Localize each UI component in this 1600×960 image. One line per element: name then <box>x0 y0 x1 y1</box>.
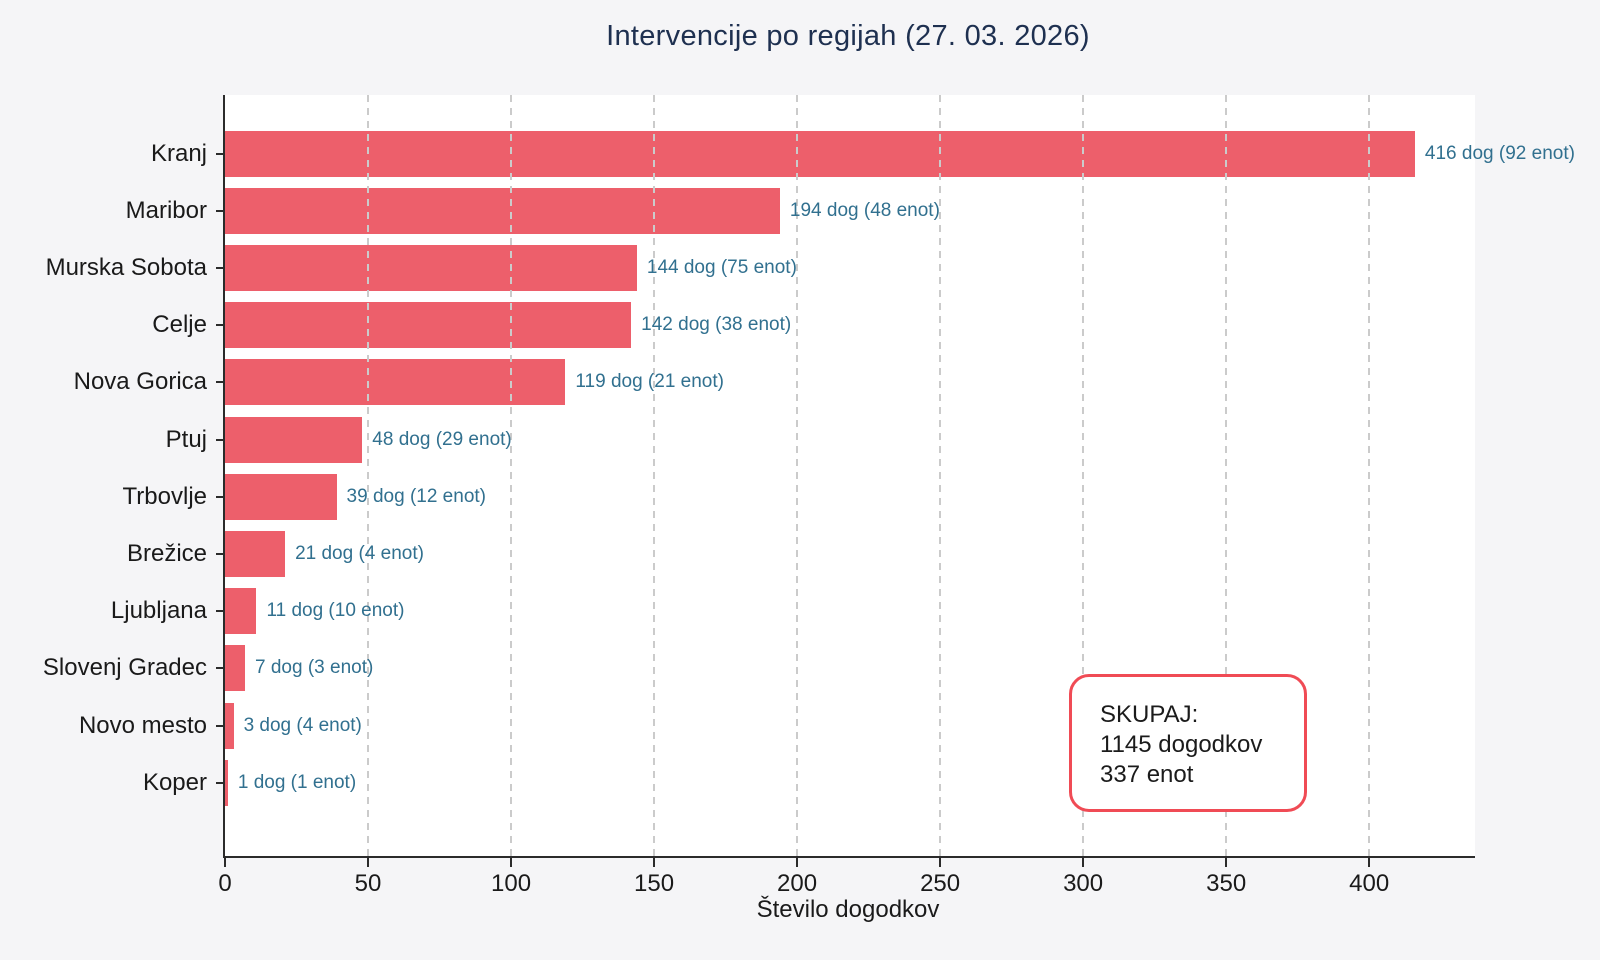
x-tick-mark <box>939 858 942 867</box>
y-tick-label: Koper <box>142 768 207 796</box>
y-tick-mark <box>216 152 225 155</box>
gridline <box>367 95 370 856</box>
x-tick-label: 250 <box>920 870 961 897</box>
x-tick-mark <box>510 858 513 867</box>
bar <box>225 473 337 520</box>
x-tick-mark <box>653 858 656 867</box>
bar-value-label: 144 dog (75 enot) <box>646 256 797 278</box>
bar <box>225 645 246 692</box>
x-tick-label: 350 <box>1206 870 1247 897</box>
y-tick-mark <box>216 667 225 670</box>
y-tick-mark <box>216 266 225 269</box>
chart-title: Intervencije po regijah (27. 03. 2026) <box>606 20 1090 52</box>
bar <box>225 702 234 749</box>
bar <box>225 759 228 806</box>
y-tick-mark <box>216 438 225 441</box>
x-tick-label: 200 <box>777 870 818 897</box>
y-tick-label: Slovenj Gradec <box>42 654 207 682</box>
y-tick-mark <box>216 552 225 555</box>
x-tick-mark <box>367 858 370 867</box>
y-tick-label: Brežice <box>126 539 207 567</box>
x-tick-label: 150 <box>634 870 675 897</box>
y-tick-label: Ljubljana <box>110 597 207 625</box>
bar <box>225 244 637 291</box>
total-annotation-line1: SKUPAJ: <box>1100 701 1199 728</box>
y-tick-label: Celje <box>152 311 207 339</box>
gridline <box>1082 95 1085 856</box>
bar <box>225 416 363 463</box>
gridline <box>510 95 513 856</box>
bar-value-label: 21 dog (4 enot) <box>295 542 424 564</box>
bar-value-label: 3 dog (4 enot) <box>243 714 362 736</box>
bar-value-label: 194 dog (48 enot) <box>789 199 940 221</box>
bar-value-label: 1 dog (1 enot) <box>237 771 357 793</box>
bar-value-label: 48 dog (29 enot) <box>372 428 512 450</box>
bar-value-label: 7 dog (3 enot) <box>255 657 374 679</box>
bar <box>225 130 1415 177</box>
y-tick-mark <box>216 610 225 613</box>
bar <box>225 359 566 406</box>
x-tick-label: 0 <box>218 870 232 897</box>
x-tick-mark <box>1225 858 1228 867</box>
y-tick-label: Murska Sobota <box>45 253 207 281</box>
y-tick-mark <box>216 781 225 784</box>
x-tick-label: 300 <box>1063 870 1104 897</box>
bar <box>225 530 286 577</box>
x-tick-label: 400 <box>1349 870 1390 897</box>
gridline <box>1225 95 1228 856</box>
bar <box>225 187 780 234</box>
bar <box>225 302 632 349</box>
plot-area: 416 dog (92 enot) Kranj 194 dog (48 enot) M… <box>43 95 1575 897</box>
bar <box>225 588 257 635</box>
y-tick-label: Kranj <box>150 139 207 167</box>
y-tick-label: Novo mesto <box>78 711 207 739</box>
bar-value-label: 119 dog (21 enot) <box>575 371 724 393</box>
x-tick-mark <box>1082 858 1085 867</box>
gridline <box>796 95 799 856</box>
x-tick-mark <box>224 858 226 867</box>
y-tick-mark <box>216 724 225 727</box>
y-tick-mark <box>216 381 225 384</box>
y-tick-mark <box>216 324 225 327</box>
gridline <box>1368 95 1371 856</box>
x-tick-label: 50 <box>354 870 382 897</box>
total-annotation-line3: 337 enot <box>1100 761 1194 788</box>
total-annotation-line2: 1145 dogodkov <box>1100 731 1263 758</box>
x-axis-label: Število dogodkov <box>756 896 940 923</box>
y-tick-label: Nova Gorica <box>73 368 207 396</box>
y-tick-mark <box>216 495 225 498</box>
y-tick-mark <box>216 209 225 212</box>
bar-value-label: 11 dog (10 enot) <box>266 600 405 622</box>
y-tick-label: Ptuj <box>165 425 207 453</box>
x-tick-mark <box>1368 858 1371 867</box>
gridline <box>939 95 942 856</box>
x-tick-label: 100 <box>491 870 532 897</box>
gridline <box>653 95 656 856</box>
total-annotation-box: SKUPAJ: 1145 dogodkov 337 enot <box>1069 674 1307 812</box>
y-tick-label: Maribor <box>125 196 207 224</box>
bar-value-label: 142 dog (38 enot) <box>641 314 792 336</box>
bar-value-label: 39 dog (12 enot) <box>346 485 486 507</box>
x-tick-mark <box>796 858 799 867</box>
bar-value-label: 416 dog (92 enot) <box>1424 142 1575 164</box>
y-tick-label: Trbovlje <box>122 482 207 510</box>
